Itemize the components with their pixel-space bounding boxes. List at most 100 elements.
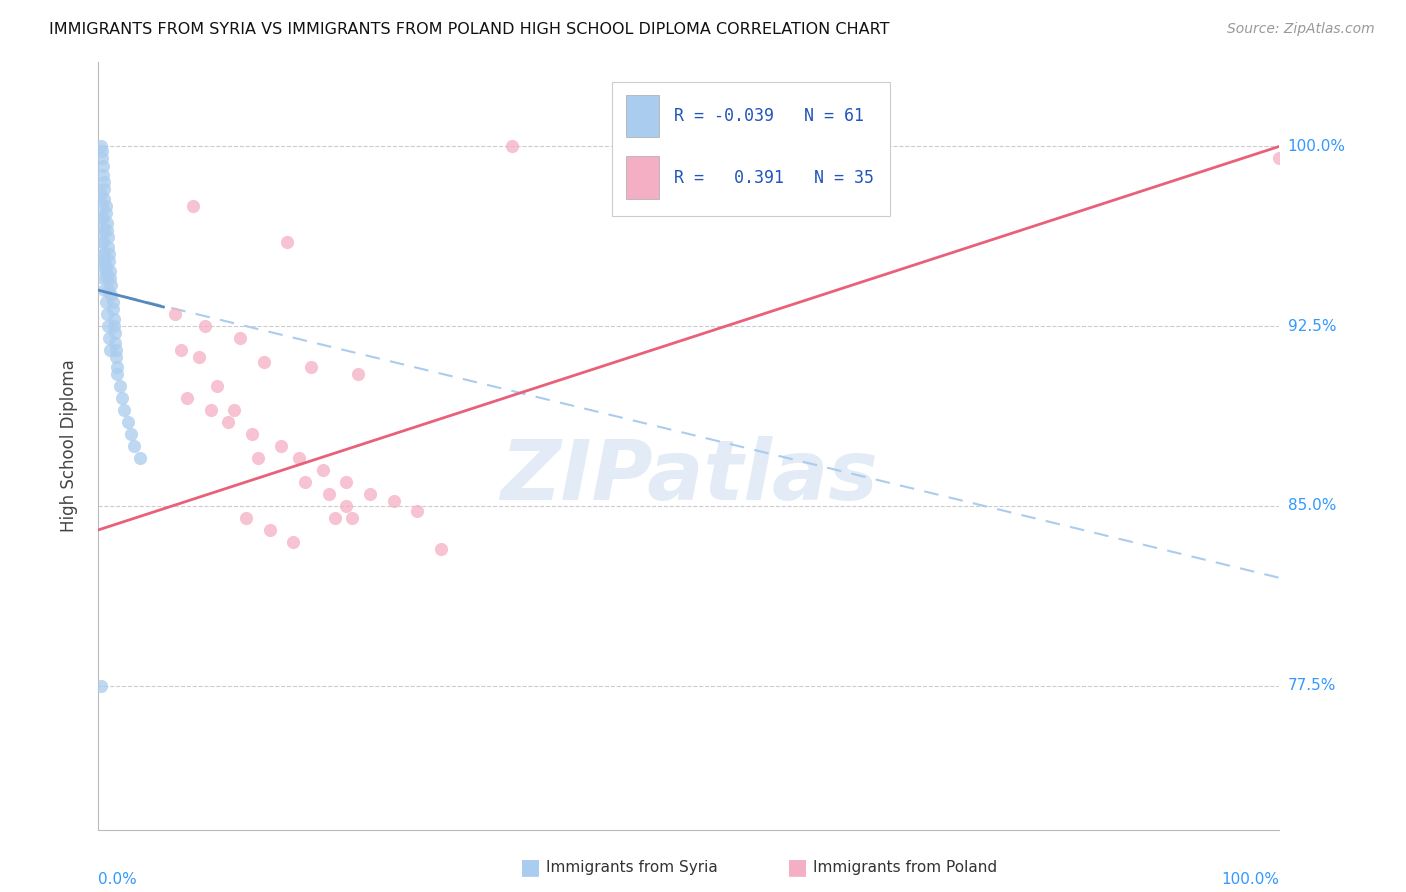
Bar <box>626 156 659 199</box>
Point <box>312 463 335 477</box>
Point <box>93 254 115 268</box>
Bar <box>626 95 659 137</box>
Point <box>91 259 114 273</box>
Point <box>100 278 122 293</box>
Point <box>96 271 118 285</box>
Text: 100.0%: 100.0% <box>1288 139 1346 153</box>
Point <box>93 192 115 206</box>
Point <box>501 139 523 153</box>
Point <box>430 542 453 557</box>
Text: 100.0%: 100.0% <box>1222 871 1279 887</box>
Point <box>96 307 118 321</box>
Point <box>187 351 209 365</box>
Point <box>235 511 257 525</box>
Point <box>98 331 121 345</box>
Point <box>181 199 204 213</box>
Point <box>283 534 305 549</box>
Point <box>101 295 124 310</box>
Text: 77.5%: 77.5% <box>1288 678 1336 693</box>
Point <box>270 439 292 453</box>
Point <box>128 450 150 465</box>
Text: 85.0%: 85.0% <box>1288 499 1336 514</box>
Point <box>170 343 193 357</box>
Point <box>229 331 252 345</box>
Point <box>91 151 114 165</box>
Point <box>323 511 346 525</box>
Point <box>93 175 115 189</box>
Point <box>111 391 134 405</box>
Point <box>101 302 124 317</box>
Text: ZIPatlas: ZIPatlas <box>501 436 877 517</box>
Text: IMMIGRANTS FROM SYRIA VS IMMIGRANTS FROM POLAND HIGH SCHOOL DIPLOMA CORRELATION : IMMIGRANTS FROM SYRIA VS IMMIGRANTS FROM… <box>49 22 890 37</box>
Point <box>342 511 364 525</box>
Point <box>294 475 316 489</box>
Point <box>104 335 127 350</box>
Point <box>105 351 128 365</box>
Point <box>103 319 125 334</box>
Text: Source: ZipAtlas.com: Source: ZipAtlas.com <box>1227 22 1375 37</box>
Point <box>94 206 117 220</box>
Point <box>359 487 381 501</box>
Point <box>217 415 239 429</box>
Point <box>98 254 121 268</box>
Point <box>90 139 112 153</box>
Text: R =   0.391   N = 35: R = 0.391 N = 35 <box>673 169 873 186</box>
Point <box>90 679 112 693</box>
Point <box>97 319 120 334</box>
Point <box>100 288 122 302</box>
Point <box>91 159 114 173</box>
Point <box>194 319 217 334</box>
Point <box>165 307 187 321</box>
Point <box>276 235 298 250</box>
Text: ■: ■ <box>520 857 541 877</box>
Point <box>93 283 115 297</box>
Point <box>108 379 131 393</box>
Point <box>96 223 118 237</box>
Y-axis label: High School Diploma: High School Diploma <box>59 359 77 533</box>
Point <box>93 223 115 237</box>
Point <box>253 355 276 369</box>
Point <box>98 264 121 278</box>
Point <box>94 295 117 310</box>
Point <box>246 450 269 465</box>
Point <box>91 271 114 285</box>
FancyBboxPatch shape <box>612 81 890 216</box>
Point <box>94 259 117 273</box>
Text: 92.5%: 92.5% <box>1288 318 1336 334</box>
Point <box>90 211 112 226</box>
Point <box>335 499 357 513</box>
Point <box>117 415 139 429</box>
Text: R = -0.039   N = 61: R = -0.039 N = 61 <box>673 107 863 125</box>
Point <box>97 283 120 297</box>
Point <box>91 235 114 250</box>
Point <box>105 367 128 381</box>
Point <box>96 216 118 230</box>
Point <box>347 367 370 381</box>
Point <box>299 359 322 374</box>
Point <box>105 359 128 374</box>
Point <box>97 230 120 244</box>
Point <box>91 235 114 250</box>
Point <box>259 523 281 537</box>
Point <box>382 494 405 508</box>
Point <box>335 475 357 489</box>
Point <box>98 271 121 285</box>
Point <box>122 439 145 453</box>
Point <box>91 223 114 237</box>
Text: 0.0%: 0.0% <box>98 871 138 887</box>
Point <box>91 199 114 213</box>
Point <box>121 427 143 442</box>
Text: Immigrants from Poland: Immigrants from Poland <box>813 860 997 874</box>
Point <box>94 264 117 278</box>
Point <box>91 144 114 158</box>
Point <box>288 450 311 465</box>
Point <box>97 240 120 254</box>
Point <box>91 168 114 182</box>
Text: ■: ■ <box>787 857 808 877</box>
Point <box>105 343 128 357</box>
Point <box>103 312 125 326</box>
Point <box>406 504 429 518</box>
Point <box>104 326 127 341</box>
Point <box>200 403 222 417</box>
Point <box>90 187 112 202</box>
